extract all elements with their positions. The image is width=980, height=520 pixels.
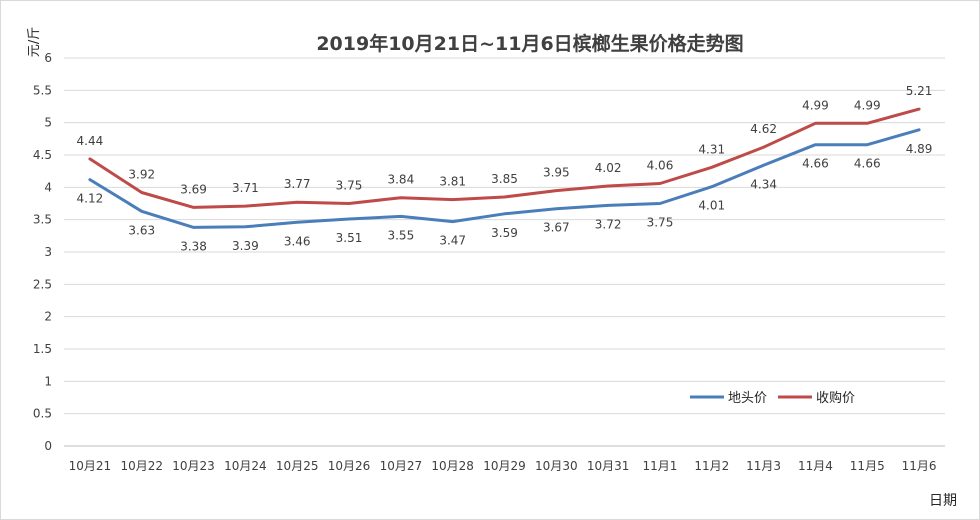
y-tick-label: 1 xyxy=(44,374,52,388)
x-tick-label: 11月4 xyxy=(798,459,833,473)
data-label-ground-price: 4.66 xyxy=(802,157,829,171)
y-tick-label: 2.5 xyxy=(33,277,52,291)
x-axis-label: 日期 xyxy=(929,493,957,509)
x-tick-label: 11月6 xyxy=(902,459,937,473)
x-tick-label: 10月29 xyxy=(483,459,526,473)
x-tick-label: 11月2 xyxy=(694,459,729,473)
data-label-ground-price: 3.63 xyxy=(128,223,155,237)
data-label-ground-price: 4.89 xyxy=(906,142,933,156)
x-tick-label: 10月27 xyxy=(380,459,423,473)
x-tick-label: 11月1 xyxy=(643,459,678,473)
data-label-purchase-price: 3.92 xyxy=(128,168,155,182)
data-label-purchase-price: 4.44 xyxy=(77,134,104,148)
x-tick-label: 10月26 xyxy=(328,459,371,473)
data-label-ground-price: 3.67 xyxy=(543,221,570,235)
gridlines xyxy=(64,57,945,447)
legend: 地头价 收购价 xyxy=(690,390,855,406)
x-tick-label: 11月3 xyxy=(746,459,781,473)
data-label-ground-price: 3.75 xyxy=(647,216,674,230)
y-tick-label: 6 xyxy=(44,51,52,65)
y-tick-label: 1.5 xyxy=(33,342,52,356)
data-label-purchase-price: 4.99 xyxy=(854,98,881,112)
data-labels: 4.44 3.92 3.69 3.71 3.77 3.75 3.84 3.81 3.85 3.95… xyxy=(77,84,933,253)
x-tick-label: 10月30 xyxy=(535,459,578,473)
data-label-ground-price: 4.66 xyxy=(854,157,881,171)
data-label-ground-price: 3.72 xyxy=(595,217,622,231)
data-label-purchase-price: 3.69 xyxy=(180,182,207,196)
data-label-purchase-price: 3.77 xyxy=(284,177,311,191)
data-label-ground-price: 3.39 xyxy=(232,239,259,253)
x-tick-label: 10月31 xyxy=(587,459,630,473)
data-label-purchase-price: 4.62 xyxy=(750,122,777,136)
data-label-ground-price: 3.55 xyxy=(387,228,414,242)
chart-title: 2019年10月21日~11月6日槟榔生果价格走势图 xyxy=(316,32,743,55)
data-label-purchase-price: 3.75 xyxy=(336,179,363,193)
y-tick-label: 0.5 xyxy=(33,407,52,421)
x-tick-label: 10月24 xyxy=(224,459,267,473)
y-axis-label: 元/斤 xyxy=(27,27,42,57)
data-label-purchase-price: 4.06 xyxy=(647,158,674,172)
data-label-ground-price: 4.34 xyxy=(750,177,777,191)
data-label-ground-price: 3.51 xyxy=(336,231,363,245)
data-label-purchase-price: 3.81 xyxy=(439,175,466,189)
data-label-purchase-price: 3.85 xyxy=(491,172,518,186)
data-label-purchase-price: 4.99 xyxy=(802,98,829,112)
x-tick-label: 11月5 xyxy=(850,459,885,473)
data-label-purchase-price: 3.71 xyxy=(232,181,259,195)
x-tick-label: 10月22 xyxy=(120,459,163,473)
y-tick-label: 3 xyxy=(44,245,52,259)
data-label-purchase-price: 4.31 xyxy=(698,142,725,156)
x-tick-label: 10月25 xyxy=(276,459,319,473)
data-label-purchase-price: 5.21 xyxy=(906,84,933,98)
y-tick-label: 4 xyxy=(44,180,52,194)
data-label-ground-price: 4.01 xyxy=(698,199,725,213)
data-label-ground-price: 3.47 xyxy=(439,234,466,248)
data-label-ground-price: 3.38 xyxy=(180,239,207,253)
legend-label: 地头价 xyxy=(728,391,767,406)
x-tick-label: 10月21 xyxy=(69,459,112,473)
y-tick-label: 5.5 xyxy=(33,83,52,97)
axis-ticks: 0 0.5 1 1.5 2 2.5 3 3.5 4 4.5 5 5.5 6 10月21 10月22 10月23… xyxy=(33,51,937,473)
legend-label: 收购价 xyxy=(816,390,855,406)
data-label-purchase-price: 3.95 xyxy=(543,166,570,180)
data-label-ground-price: 3.46 xyxy=(284,234,311,248)
y-tick-label: 0 xyxy=(44,439,52,453)
y-tick-label: 4.5 xyxy=(33,148,52,162)
y-tick-label: 2 xyxy=(44,310,52,324)
series-lines xyxy=(88,107,921,229)
y-tick-label: 3.5 xyxy=(33,213,52,227)
data-label-ground-price: 4.12 xyxy=(77,192,104,206)
data-label-purchase-price: 4.02 xyxy=(595,161,622,175)
x-tick-label: 10月28 xyxy=(431,459,474,473)
series-line-ground-price xyxy=(88,128,921,229)
y-tick-label: 5 xyxy=(44,116,52,130)
data-label-ground-price: 3.59 xyxy=(491,226,518,240)
x-tick-label: 10月23 xyxy=(172,459,215,473)
series-line-purchase-price xyxy=(88,107,921,209)
data-label-purchase-price: 3.84 xyxy=(387,173,414,187)
